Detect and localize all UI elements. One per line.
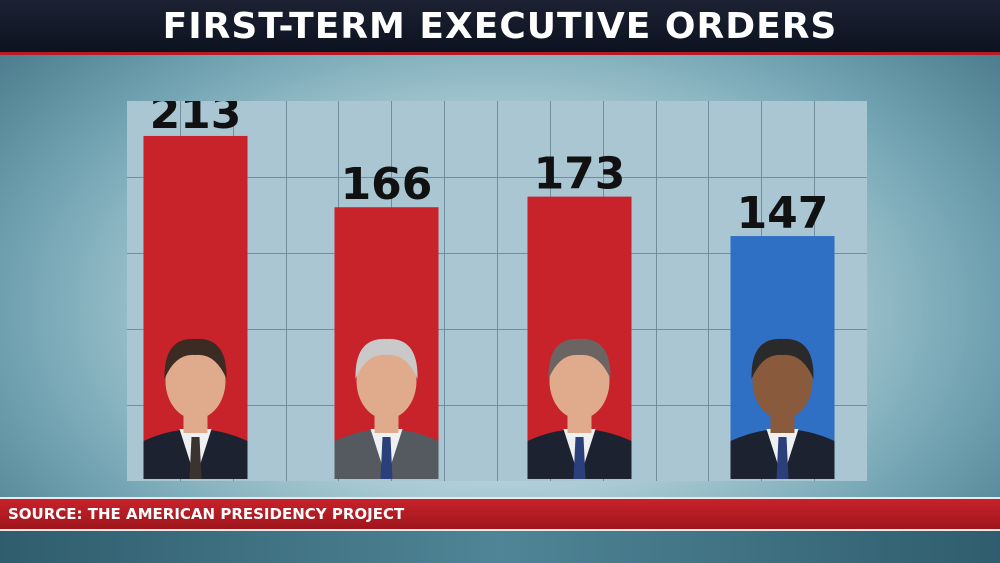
president-portrait-icon bbox=[143, 331, 248, 479]
source-label: SOURCE: THE AMERICAN PRESIDENCY PROJECT bbox=[8, 505, 405, 523]
hair-shape bbox=[548, 338, 611, 379]
hair-shape bbox=[751, 338, 814, 379]
data-label: 166 bbox=[341, 159, 433, 210]
data-label: 213 bbox=[150, 101, 242, 139]
face-shape bbox=[752, 343, 813, 419]
president-portrait-icon bbox=[334, 331, 439, 479]
face-shape bbox=[165, 343, 226, 419]
source-bar: SOURCE: THE AMERICAN PRESIDENCY PROJECT bbox=[0, 497, 1000, 531]
page-title: FIRST-TERM EXECUTIVE ORDERS bbox=[162, 5, 838, 47]
tie-shape bbox=[776, 437, 789, 479]
face-shape bbox=[356, 343, 417, 419]
data-label: 173 bbox=[534, 149, 626, 200]
footer-strip bbox=[0, 531, 1000, 563]
president-portrait-icon bbox=[527, 331, 632, 479]
tie-shape bbox=[573, 437, 586, 479]
tie-shape bbox=[189, 437, 202, 479]
face-shape bbox=[549, 343, 610, 419]
president-portrait-icon bbox=[730, 331, 835, 479]
data-label: 147 bbox=[737, 188, 829, 239]
grid bbox=[127, 101, 867, 481]
title-bar: FIRST-TERM EXECUTIVE ORDERS bbox=[0, 0, 1000, 55]
chart: 213 166 173 147 bbox=[127, 101, 867, 481]
hair-shape bbox=[164, 338, 227, 379]
bar-chart: 213 166 173 147 bbox=[127, 101, 867, 481]
hair-shape bbox=[355, 338, 418, 379]
tie-shape bbox=[380, 437, 393, 479]
